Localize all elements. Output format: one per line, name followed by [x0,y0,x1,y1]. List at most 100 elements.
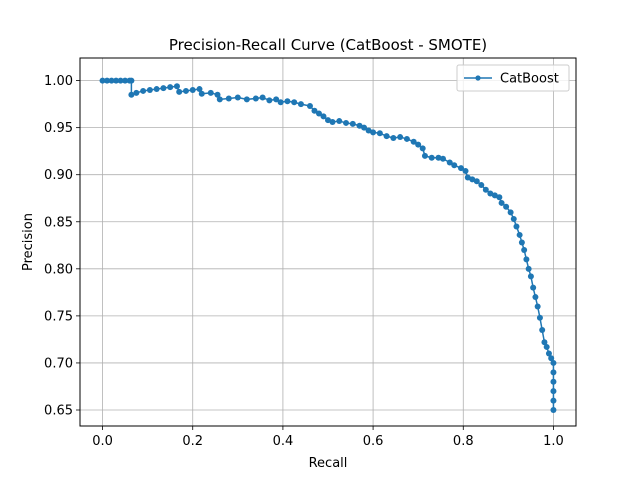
data-point [518,239,525,246]
y-tick-label: 0.65 [44,404,73,419]
data-point [252,95,259,102]
data-point [487,190,494,197]
data-point [153,86,160,93]
series-layer [99,77,557,413]
data-point [207,89,214,96]
data-point [532,294,539,301]
data-point [507,209,514,216]
data-point [534,303,541,310]
data-point [329,119,336,125]
data-point [273,96,280,103]
data-point [370,129,377,136]
data-point [277,99,284,106]
data-point [146,87,153,93]
data-point [550,407,557,413]
data-point [128,91,135,98]
data-point [536,314,543,321]
legend-label: CatBoost [500,72,559,87]
y-tick-label: 0.75 [44,309,73,324]
x-tick-label: 0.0 [92,434,113,449]
data-point [259,94,266,101]
data-point [397,134,404,141]
data-point [361,124,368,131]
data-point [160,85,167,92]
data-point [451,162,458,169]
data-point [320,113,327,120]
data-point [530,284,537,291]
data-point [117,77,124,84]
data-point [234,94,241,101]
data-point [539,327,546,333]
data-point [541,339,548,346]
plot-area-frame [79,57,577,427]
data-point [464,174,471,181]
data-point [516,231,523,238]
data-point [198,90,205,97]
data-point [458,165,465,172]
data-point [383,133,390,140]
y-axis-title: Precision [21,213,36,271]
data-point [225,95,232,102]
data-point [419,145,426,152]
data-point [336,118,343,125]
data-point [510,215,517,222]
x-tick-label: 0.2 [182,434,203,449]
y-tick-label: 1.00 [44,74,73,89]
data-point [99,77,106,84]
data-point [550,388,557,395]
data-point [315,110,322,117]
data-point [543,343,550,350]
y-tick-label: 0.80 [44,262,73,277]
data-point [523,256,530,263]
data-point [167,84,174,91]
data-point [325,117,331,124]
data-point [216,96,223,103]
data-point [349,120,356,127]
grid [80,58,576,426]
data-point [503,203,510,210]
data-point [469,176,476,183]
data-point [527,273,534,280]
data-point [491,192,498,199]
data-point [521,247,528,253]
data-point [173,83,180,90]
y-tick-label: 0.70 [44,356,73,371]
x-tick-label: 0.8 [453,434,474,449]
data-point [214,91,221,98]
data-point [376,130,383,137]
data-point [513,223,520,230]
data-point [446,159,453,166]
data-point [108,77,115,84]
data-point [421,152,428,159]
data-point [545,350,552,357]
data-point [365,127,372,134]
data-point [435,154,442,161]
data-point [548,355,555,362]
data-point [133,89,140,96]
data-point [525,265,532,272]
x-tick-label: 0.6 [363,434,384,449]
chart-title: Precision-Recall Curve (CatBoost - SMOTE… [169,36,487,54]
data-point [428,154,435,161]
data-point [498,199,505,206]
data-point [478,182,485,189]
legend-box [456,64,570,92]
data-point [439,155,446,162]
data-point [182,87,189,94]
data-point [243,96,250,103]
data-point [390,135,397,141]
data-point [196,86,203,93]
data-point [550,397,557,404]
data-point [104,77,111,84]
data-point [291,99,298,106]
legend-marker-sample [475,75,481,81]
data-point [140,87,147,94]
data-point [128,77,135,84]
data-point [415,141,422,148]
data-point [356,122,363,129]
x-tick-label: 1.0 [543,434,564,449]
data-point [266,97,273,104]
data-point [473,178,480,185]
data-point [189,87,196,93]
